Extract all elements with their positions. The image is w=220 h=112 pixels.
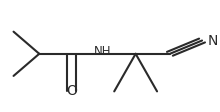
Text: O: O [66,84,77,98]
Text: NH: NH [94,45,111,58]
Text: N: N [207,34,218,48]
